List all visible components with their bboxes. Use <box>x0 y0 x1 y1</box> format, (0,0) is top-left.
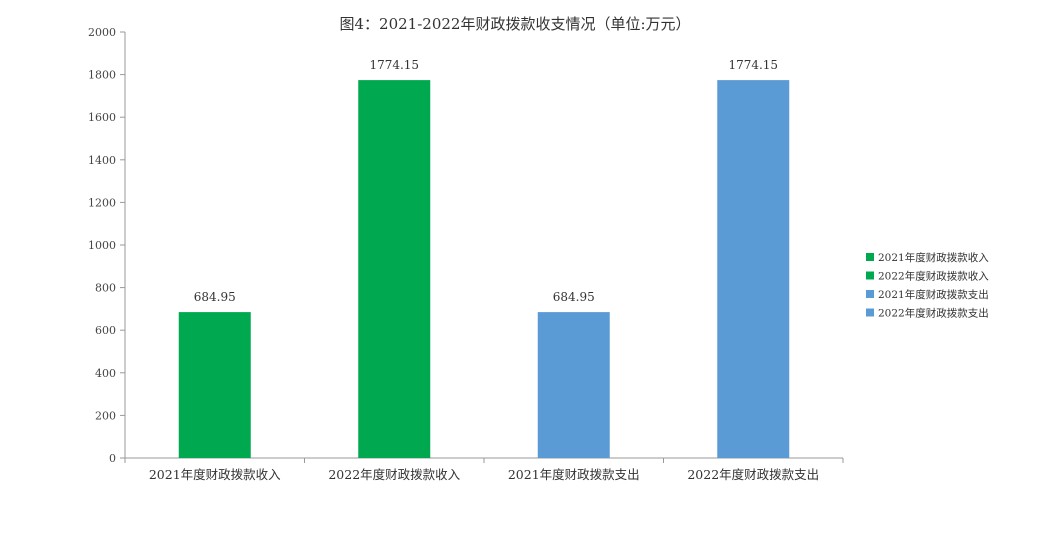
data-label: 1774.15 <box>728 58 778 72</box>
y-tick-label: 1800 <box>88 69 116 82</box>
bar <box>358 80 431 458</box>
legend-swatch <box>866 290 874 298</box>
axes: 0 200 400 600 800 1000 1200 1400 1600 1800 2000 202… <box>88 26 844 482</box>
data-label: 684.95 <box>553 290 595 304</box>
data-label: 684.95 <box>194 290 236 304</box>
legend-swatch <box>866 271 874 280</box>
chart-title: 图4：2021-2022年财政拨款收支情况（单位:万元） <box>339 15 690 33</box>
bar <box>178 312 251 458</box>
data-label: 1774.15 <box>369 58 419 72</box>
legend-swatch <box>866 308 874 317</box>
bar <box>537 312 610 458</box>
x-tick-label: 2021年度财政拨款支出 <box>508 467 640 482</box>
y-tick-label: 800 <box>95 282 116 295</box>
legend: 2021年度财政拨款收入 2022年度财政拨款收入 2021年度财政拨款支出 2022… <box>866 251 989 320</box>
data-labels: 684.95 1774.15 684.95 1774.15 <box>194 58 778 304</box>
legend-label: 2022年度财政拨款收入 <box>878 270 989 283</box>
y-tick-label: 1400 <box>88 154 116 167</box>
legend-swatch <box>866 253 874 261</box>
legend-label: 2021年度财政拨款收入 <box>878 251 989 264</box>
bar <box>717 80 790 458</box>
y-tick-label: 200 <box>95 409 116 422</box>
y-tick-label: 1200 <box>88 196 116 209</box>
y-tick-label: 1600 <box>88 111 116 124</box>
y-tick-label: 400 <box>95 367 116 380</box>
legend-label: 2022年度财政拨款支出 <box>878 307 989 320</box>
bars <box>178 80 790 458</box>
x-tick-label: 2022年度财政拨款收入 <box>328 467 460 482</box>
legend-label: 2021年度财政拨款支出 <box>878 288 989 301</box>
y-tick-label: 1000 <box>88 239 116 252</box>
x-tick-label: 2022年度财政拨款支出 <box>687 467 819 482</box>
y-tick-label: 0 <box>109 452 116 465</box>
y-tick-label: 600 <box>95 324 116 337</box>
x-tick-label: 2021年度财政拨款收入 <box>149 467 281 482</box>
y-tick-label: 2000 <box>88 26 116 39</box>
